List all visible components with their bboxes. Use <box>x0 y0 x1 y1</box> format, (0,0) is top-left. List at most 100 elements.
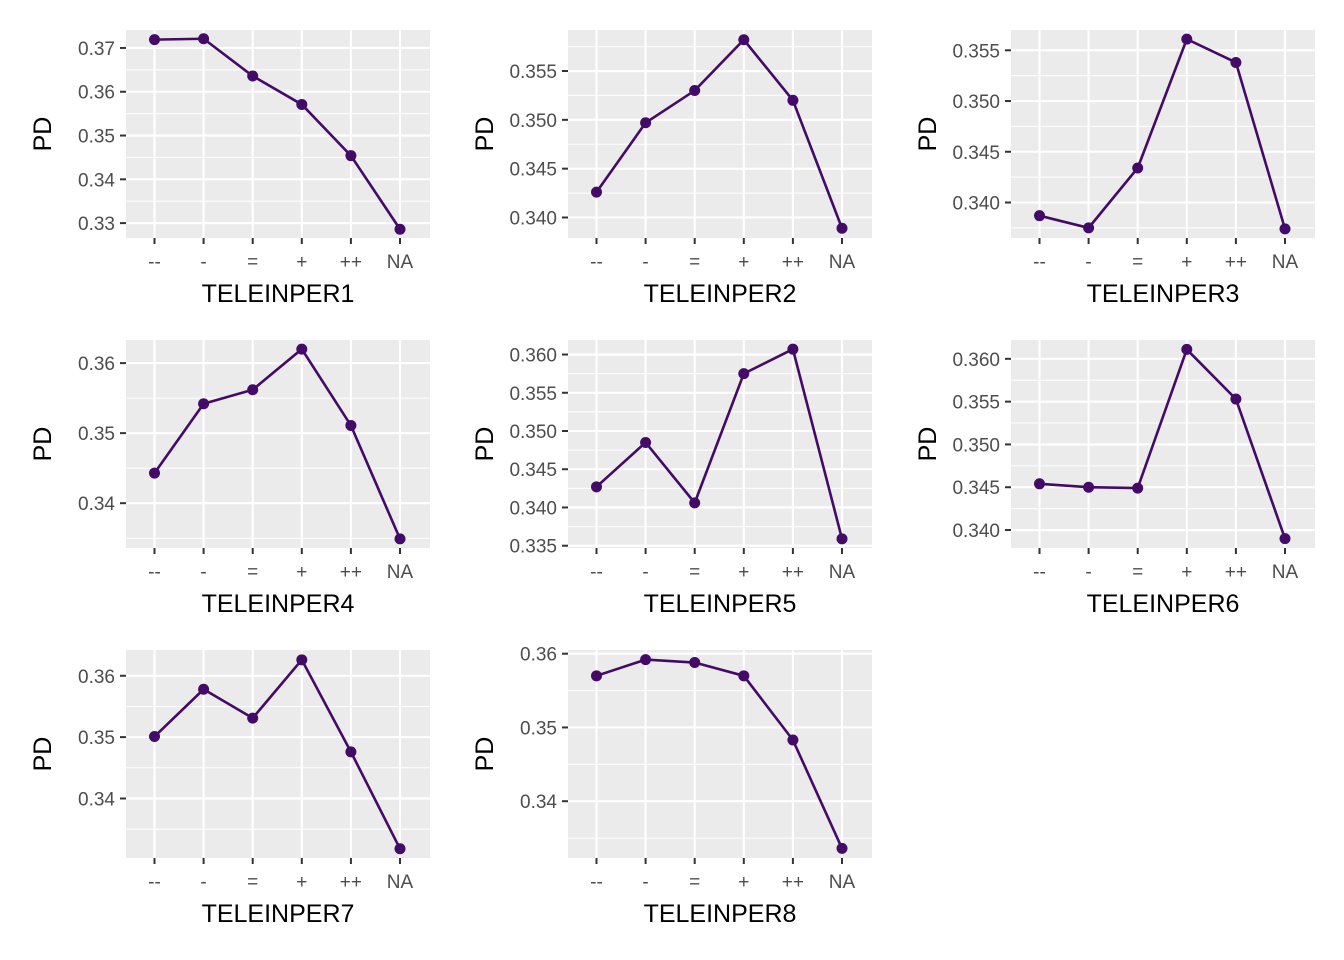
data-point <box>640 117 652 129</box>
data-point <box>1034 478 1045 490</box>
panel-background <box>126 650 430 858</box>
y-tick-label: 0.340 <box>509 208 557 229</box>
x-tick-label: + <box>738 562 749 583</box>
x-tick-label: NA <box>829 252 856 273</box>
data-point <box>689 497 701 509</box>
data-point <box>198 33 210 45</box>
x-axis-title: TELEINPER3 <box>1087 280 1240 308</box>
x-tick-label: = <box>247 252 258 273</box>
series-line <box>153 347 402 540</box>
panel-background <box>568 30 872 238</box>
x-tick-label: = <box>689 252 700 273</box>
x-tick-label: -- <box>590 252 603 273</box>
x-tick-label: -- <box>148 872 161 893</box>
x-axis-title: TELEINPER7 <box>202 900 355 928</box>
y-tick-label: 0.340 <box>952 193 1000 214</box>
y-tick-label: 0.355 <box>952 393 1000 414</box>
x-axis-title: TELEINPER1 <box>202 280 355 308</box>
y-tick-label: 0.345 <box>952 478 1000 499</box>
data-point <box>1279 223 1291 235</box>
data-point <box>836 842 848 854</box>
panel-background <box>126 30 430 238</box>
series-line <box>153 657 402 850</box>
data-point <box>345 746 357 758</box>
x-tick-label: ++ <box>782 872 804 893</box>
y-tick-label: 0.350 <box>952 92 1000 113</box>
x-tick-label: ++ <box>340 872 362 893</box>
y-tick-label: 0.37 <box>78 39 115 60</box>
y-tick-label: 0.345 <box>952 143 1000 164</box>
y-tick-label: 0.34 <box>78 170 115 191</box>
y-tick-label: 0.36 <box>78 83 115 104</box>
data-point <box>149 467 160 479</box>
y-tick-label: 0.340 <box>509 498 557 519</box>
x-tick-label: + <box>296 872 307 893</box>
y-axis-title: PD <box>914 427 942 462</box>
data-point <box>247 384 259 396</box>
data-point <box>1181 343 1193 355</box>
y-tick-label: 0.35 <box>520 718 557 739</box>
y-tick-label: 0.34 <box>520 792 557 813</box>
panel-background <box>126 340 430 548</box>
y-tick-label: 0.360 <box>509 346 557 367</box>
y-axis-title: PD <box>471 737 499 772</box>
data-point <box>640 436 652 448</box>
y-axis-title: PD <box>471 117 499 152</box>
x-tick-label: + <box>1181 562 1192 583</box>
y-tick-label: 0.355 <box>509 384 557 405</box>
data-point <box>296 343 308 355</box>
data-point <box>1034 210 1045 222</box>
x-tick-label: = <box>689 872 700 893</box>
data-point <box>247 70 259 82</box>
y-tick-label: 0.36 <box>520 645 557 666</box>
x-tick-label: -- <box>590 562 603 583</box>
data-point <box>345 419 357 431</box>
y-tick-label: 0.345 <box>509 160 557 181</box>
x-axis-title: TELEINPER4 <box>202 590 355 618</box>
x-tick-label: NA <box>387 562 414 583</box>
data-point <box>591 481 602 493</box>
x-tick-label: NA <box>387 252 414 273</box>
data-point <box>836 533 848 545</box>
data-point <box>787 734 799 746</box>
x-tick-label: + <box>296 562 307 583</box>
x-tick-label: -- <box>1033 252 1046 273</box>
data-point <box>198 683 210 695</box>
data-point <box>296 654 308 666</box>
x-tick-label: NA <box>387 872 414 893</box>
y-axis-title: PD <box>29 427 57 462</box>
x-axis-title: TELEINPER6 <box>1087 590 1240 618</box>
data-point <box>689 657 701 669</box>
x-tick-label: -- <box>148 562 161 583</box>
x-tick-label: + <box>1181 252 1192 273</box>
x-tick-label: ++ <box>340 562 362 583</box>
x-tick-label: ++ <box>1225 252 1247 273</box>
x-tick-label: NA <box>1272 252 1299 273</box>
y-tick-label: 0.350 <box>509 111 557 132</box>
y-tick-label: 0.355 <box>509 62 557 83</box>
x-tick-label: - <box>642 562 648 583</box>
x-axis-title: TELEINPER8 <box>644 900 797 928</box>
data-point <box>640 654 652 666</box>
data-point <box>1181 33 1193 45</box>
x-tick-label: NA <box>829 872 856 893</box>
y-tick-label: 0.355 <box>952 41 1000 62</box>
x-tick-label: = <box>247 872 258 893</box>
series-line <box>154 37 402 230</box>
x-tick-label: - <box>642 872 648 893</box>
x-tick-label: + <box>296 252 307 273</box>
panel-background <box>1011 30 1315 238</box>
data-point <box>591 670 602 682</box>
panel-background <box>568 650 872 858</box>
data-point <box>149 34 160 46</box>
y-tick-label: 0.335 <box>509 537 557 558</box>
data-point <box>787 343 799 355</box>
data-point <box>149 731 160 743</box>
y-axis-title: PD <box>914 117 942 152</box>
series-line <box>1039 37 1287 230</box>
